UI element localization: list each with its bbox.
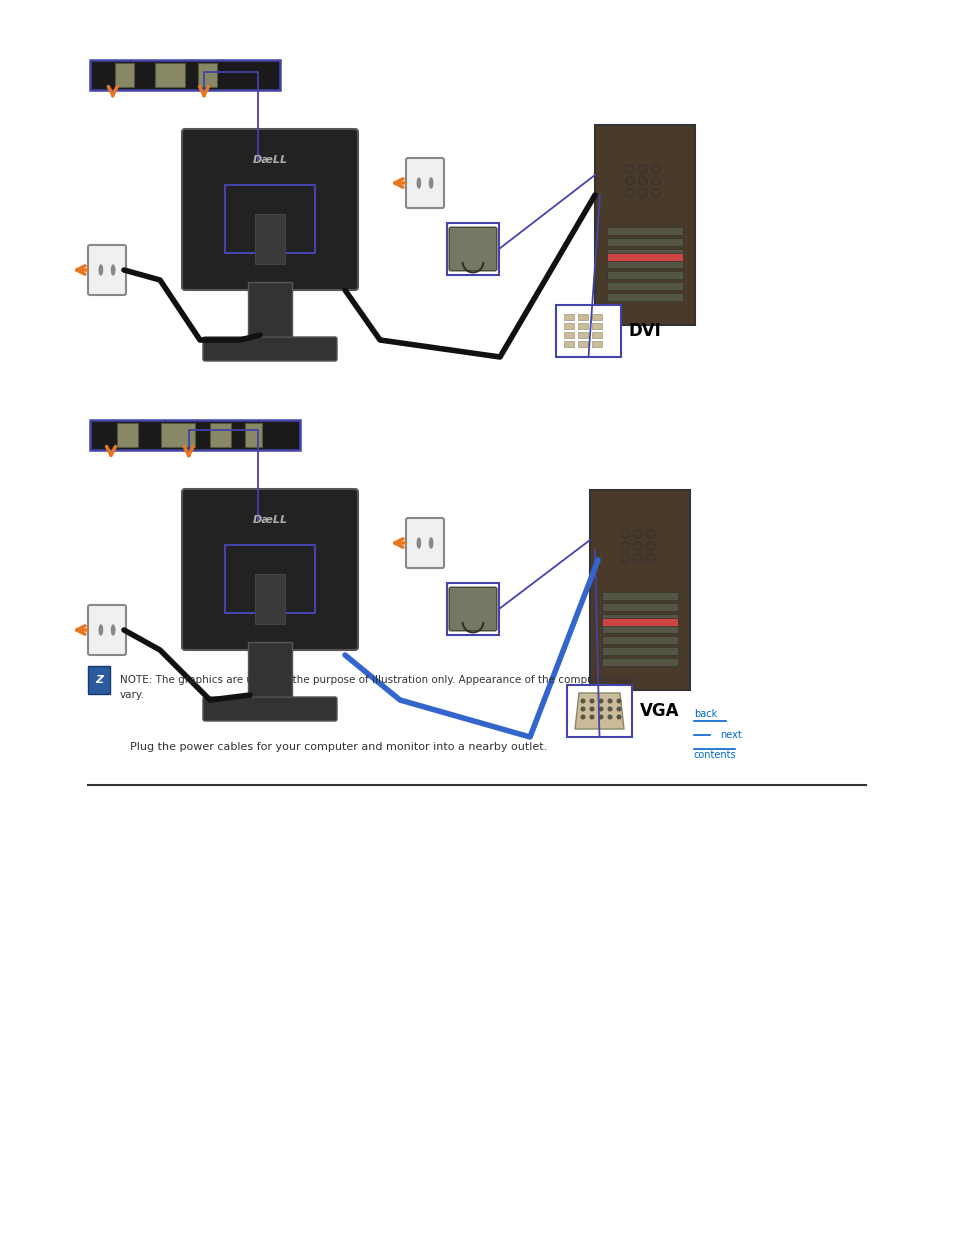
Text: NOTE: The graphics are used for the purpose of illustration only. Appearance of : NOTE: The graphics are used for the purp…: [120, 676, 634, 685]
Bar: [225, 185, 314, 253]
FancyBboxPatch shape: [88, 605, 126, 655]
Ellipse shape: [98, 624, 103, 636]
Circle shape: [598, 699, 603, 704]
FancyBboxPatch shape: [182, 489, 357, 650]
Circle shape: [616, 706, 620, 711]
Bar: [601, 636, 678, 643]
Text: vary.: vary.: [120, 690, 145, 700]
Circle shape: [607, 706, 612, 711]
Bar: [198, 63, 217, 86]
Bar: [210, 424, 231, 447]
Circle shape: [607, 699, 612, 704]
Bar: [601, 614, 678, 622]
Bar: [601, 647, 678, 655]
Bar: [606, 282, 682, 290]
Text: VGA: VGA: [639, 701, 679, 720]
Bar: [154, 63, 185, 86]
Bar: [254, 574, 285, 624]
Bar: [606, 238, 682, 246]
Bar: [601, 592, 678, 600]
Circle shape: [598, 715, 603, 720]
Bar: [601, 658, 678, 666]
Bar: [595, 125, 695, 325]
Bar: [592, 324, 601, 329]
Bar: [601, 603, 678, 611]
Bar: [592, 341, 601, 347]
Bar: [90, 420, 299, 450]
Bar: [606, 293, 682, 301]
Polygon shape: [575, 693, 623, 729]
FancyBboxPatch shape: [182, 128, 357, 290]
FancyBboxPatch shape: [449, 587, 497, 631]
Bar: [447, 224, 498, 275]
Bar: [117, 424, 138, 447]
Bar: [563, 341, 574, 347]
Text: Plug the power cables for your computer and monitor into a nearby outlet.: Plug the power cables for your computer …: [130, 742, 547, 752]
Circle shape: [616, 715, 620, 720]
FancyBboxPatch shape: [406, 517, 443, 568]
Circle shape: [589, 715, 594, 720]
Text: back: back: [693, 709, 717, 719]
Circle shape: [598, 706, 603, 711]
Circle shape: [607, 715, 612, 720]
Circle shape: [589, 699, 594, 704]
FancyBboxPatch shape: [203, 697, 336, 721]
Bar: [592, 332, 601, 338]
Bar: [601, 625, 678, 634]
Text: DæLL: DæLL: [253, 154, 287, 165]
Bar: [601, 618, 678, 626]
Ellipse shape: [428, 178, 433, 189]
Bar: [90, 61, 280, 90]
Bar: [592, 314, 601, 320]
Circle shape: [579, 715, 585, 720]
Bar: [254, 214, 285, 264]
Text: DVI: DVI: [628, 322, 661, 340]
FancyBboxPatch shape: [406, 158, 443, 207]
Bar: [578, 341, 587, 347]
Bar: [578, 314, 587, 320]
Bar: [245, 424, 262, 447]
Bar: [248, 642, 292, 701]
Ellipse shape: [428, 537, 433, 548]
Bar: [88, 666, 110, 694]
Bar: [563, 332, 574, 338]
FancyBboxPatch shape: [203, 337, 336, 361]
Text: next: next: [720, 730, 741, 740]
Ellipse shape: [416, 178, 421, 189]
Bar: [578, 332, 587, 338]
Text: DæLL: DæLL: [253, 515, 287, 525]
Text: contents: contents: [693, 750, 736, 760]
Ellipse shape: [98, 264, 103, 275]
Bar: [606, 227, 682, 235]
Bar: [563, 324, 574, 329]
Text: Z: Z: [95, 676, 103, 685]
Bar: [578, 324, 587, 329]
Circle shape: [616, 699, 620, 704]
Bar: [589, 490, 689, 690]
Bar: [225, 545, 314, 613]
Circle shape: [579, 699, 585, 704]
Circle shape: [589, 706, 594, 711]
Bar: [566, 685, 631, 737]
Circle shape: [579, 706, 585, 711]
Bar: [606, 253, 682, 261]
Bar: [248, 282, 292, 342]
Bar: [606, 261, 682, 268]
Bar: [447, 583, 498, 635]
Bar: [161, 424, 194, 447]
Bar: [556, 305, 620, 357]
Bar: [114, 63, 133, 86]
Ellipse shape: [111, 264, 115, 275]
Ellipse shape: [416, 537, 421, 548]
FancyBboxPatch shape: [449, 227, 497, 270]
Bar: [563, 314, 574, 320]
Ellipse shape: [111, 624, 115, 636]
Bar: [606, 249, 682, 257]
FancyBboxPatch shape: [88, 245, 126, 295]
Bar: [606, 270, 682, 279]
